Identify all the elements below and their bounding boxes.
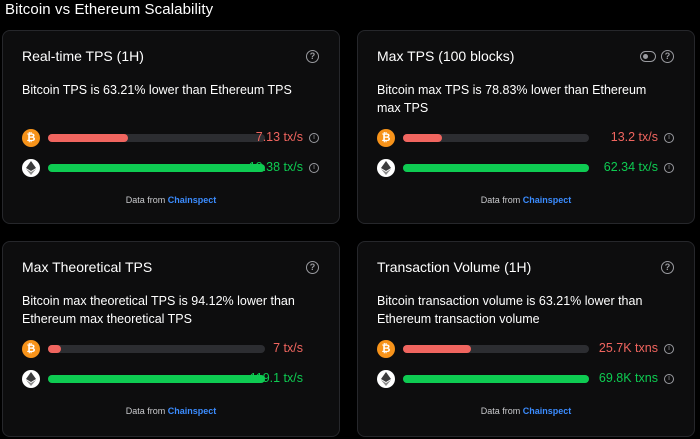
card-description: Bitcoin TPS is 63.21% lower than Ethereu… bbox=[22, 83, 292, 97]
btc-value: 7.13 tx/s bbox=[255, 130, 303, 144]
btc-value: 25.7K txns bbox=[598, 341, 658, 355]
ethereum-icon bbox=[22, 370, 40, 388]
eth-value: 62.34 tx/s bbox=[603, 160, 658, 174]
info-icon[interactable]: i bbox=[309, 163, 319, 173]
eth-value: 19.38 tx/s bbox=[248, 160, 303, 174]
card-title: Transaction Volume (1H) bbox=[377, 259, 532, 275]
card-title: Real-time TPS (1H) bbox=[22, 48, 144, 64]
help-icon[interactable]: ? bbox=[306, 50, 319, 63]
eth-bar-fill bbox=[403, 164, 589, 172]
ethereum-icon bbox=[22, 159, 40, 177]
btc-bar-fill bbox=[403, 345, 472, 353]
bitcoin-icon: ₿ bbox=[377, 340, 395, 358]
data-source: Data from Chainspect bbox=[358, 406, 694, 416]
btc-value: 13.2 tx/s bbox=[610, 130, 658, 144]
eth-value: 119.1 tx/s bbox=[249, 371, 303, 385]
card-description: Bitcoin max theoretical TPS is 94.12% lo… bbox=[22, 294, 295, 326]
source-prefix: Data from bbox=[125, 195, 166, 205]
card-title: Max TPS (100 blocks) bbox=[377, 48, 515, 64]
btc-bar-fill bbox=[48, 345, 61, 353]
page-title: Bitcoin vs Ethereum Scalability bbox=[5, 1, 214, 18]
eth-row: 19.38 tx/s i bbox=[22, 159, 319, 177]
eth-bar-fill bbox=[48, 375, 265, 383]
source-prefix: Data from bbox=[480, 195, 521, 205]
data-source: Data from Chainspect bbox=[3, 195, 339, 205]
eth-bar-fill bbox=[48, 164, 265, 172]
eth-bar-track bbox=[48, 164, 265, 172]
source-link[interactable]: Chainspect bbox=[522, 406, 572, 416]
help-icon[interactable]: ? bbox=[306, 261, 319, 274]
eth-value: 69.8K txns bbox=[598, 371, 658, 385]
source-prefix: Data from bbox=[480, 406, 521, 416]
card-title: Max Theoretical TPS bbox=[22, 259, 153, 275]
btc-bar-track bbox=[48, 345, 265, 353]
btc-bar-fill bbox=[48, 134, 128, 142]
info-icon[interactable]: i bbox=[664, 163, 674, 173]
btc-row: ₿ 25.7K txns i bbox=[377, 340, 674, 358]
bitcoin-icon: ₿ bbox=[22, 340, 40, 358]
btc-value: 7 tx/s bbox=[273, 341, 303, 355]
data-source: Data from Chainspect bbox=[3, 406, 339, 416]
eth-row: 69.8K txns i bbox=[377, 370, 674, 388]
ethereum-icon bbox=[377, 159, 395, 177]
help-icon[interactable]: ? bbox=[661, 50, 674, 63]
btc-bar-track bbox=[403, 345, 589, 353]
bitcoin-icon: ₿ bbox=[377, 129, 395, 147]
card-realtime-tps: Real-time TPS (1H) ? Bitcoin TPS is 63.2… bbox=[2, 30, 340, 224]
btc-bar-track bbox=[48, 134, 265, 142]
info-icon[interactable]: i bbox=[664, 344, 674, 354]
info-icon[interactable]: i bbox=[664, 374, 674, 384]
eth-bar-fill bbox=[403, 375, 589, 383]
eth-row: 119.1 tx/s bbox=[22, 370, 319, 388]
btc-row: ₿ 7 tx/s bbox=[22, 340, 319, 358]
card-transaction-volume: Transaction Volume (1H) ? Bitcoin transa… bbox=[357, 241, 695, 437]
eth-bar-track bbox=[403, 164, 589, 172]
source-link[interactable]: Chainspect bbox=[167, 195, 217, 205]
source-link[interactable]: Chainspect bbox=[522, 195, 572, 205]
btc-bar-track bbox=[403, 134, 589, 142]
help-icon[interactable]: ? bbox=[661, 261, 674, 274]
eth-row: 62.34 tx/s i bbox=[377, 159, 674, 177]
info-icon[interactable]: i bbox=[309, 133, 319, 143]
eth-bar-track bbox=[48, 375, 265, 383]
card-description: Bitcoin transaction volume is 63.21% low… bbox=[377, 294, 643, 326]
btc-row: ₿ 13.2 tx/s i bbox=[377, 129, 674, 147]
btc-bar-fill bbox=[403, 134, 443, 142]
bitcoin-icon: ₿ bbox=[22, 129, 40, 147]
data-source: Data from Chainspect bbox=[358, 195, 694, 205]
card-max-theoretical-tps: Max Theoretical TPS ? Bitcoin max theore… bbox=[2, 241, 340, 437]
info-icon[interactable]: i bbox=[664, 133, 674, 143]
source-link[interactable]: Chainspect bbox=[167, 406, 217, 416]
eth-bar-track bbox=[403, 375, 589, 383]
toggle-icon[interactable] bbox=[640, 51, 656, 62]
ethereum-icon bbox=[377, 370, 395, 388]
source-prefix: Data from bbox=[125, 406, 166, 416]
card-max-tps: Max TPS (100 blocks) ? Bitcoin max TPS i… bbox=[357, 30, 695, 224]
card-description: Bitcoin max TPS is 78.83% lower than Eth… bbox=[377, 83, 647, 115]
btc-row: ₿ 7.13 tx/s i bbox=[22, 129, 319, 147]
